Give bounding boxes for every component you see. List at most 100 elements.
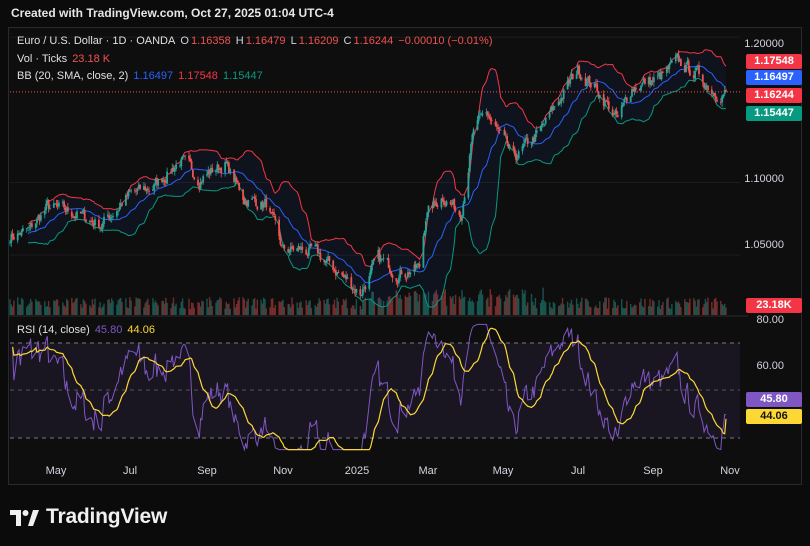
volume-bar xyxy=(488,306,490,315)
candle-body xyxy=(395,278,398,282)
candle-body xyxy=(551,106,554,111)
candlestick xyxy=(56,200,59,210)
volume-bar xyxy=(82,299,85,315)
volume-bar xyxy=(91,299,94,315)
rsi-legend[interactable]: RSI (14, close) 45.80 44.06 xyxy=(17,324,157,336)
volume-value: 23.18 K xyxy=(72,53,111,65)
candlestick xyxy=(255,194,257,207)
candlestick xyxy=(136,187,139,195)
candlestick xyxy=(18,230,20,236)
candle-body xyxy=(98,219,100,228)
candle-body xyxy=(47,200,50,209)
rsi-band-background xyxy=(10,343,740,438)
candlestick xyxy=(58,200,60,209)
candle-body xyxy=(426,212,429,221)
candle-body xyxy=(696,66,699,68)
last-price-badge: 1.16244 xyxy=(746,88,802,103)
candle-body xyxy=(216,164,219,171)
volume-bar xyxy=(707,297,709,315)
volume-bar xyxy=(184,308,186,315)
candle-body xyxy=(615,110,618,115)
candlestick xyxy=(588,74,591,88)
bollinger-legend[interactable]: BB (20, SMA, close, 2) 1.16497 1.17548 1… xyxy=(17,70,265,82)
candlestick xyxy=(632,86,635,92)
volume-bar xyxy=(463,296,466,315)
candle-body xyxy=(597,91,600,98)
candle-body xyxy=(81,212,83,214)
volume-bar xyxy=(171,303,173,315)
volume-bar xyxy=(29,298,32,315)
volume-bar xyxy=(514,297,516,315)
candle-body xyxy=(674,55,677,62)
candlestick xyxy=(479,109,481,119)
candlestick xyxy=(319,248,322,263)
candlestick xyxy=(480,112,483,117)
candlestick xyxy=(128,189,131,192)
candle-body xyxy=(633,87,636,92)
volume-bar xyxy=(364,297,367,315)
candle-body xyxy=(644,78,646,84)
chart-container[interactable] xyxy=(8,27,802,485)
volume-bar xyxy=(296,302,298,315)
volume-bar xyxy=(525,305,528,315)
candle-body xyxy=(725,90,727,92)
volume-bar xyxy=(129,297,131,315)
candle-body xyxy=(148,191,150,192)
candle-body xyxy=(190,160,193,170)
candlestick xyxy=(70,209,73,220)
volume-bar xyxy=(550,307,552,315)
candle-body xyxy=(117,210,120,212)
candle-body xyxy=(577,65,579,74)
candle-body xyxy=(524,139,526,144)
volume-bar xyxy=(163,303,166,315)
volume-bar xyxy=(418,294,421,315)
volume-bar xyxy=(193,307,195,315)
candle-body xyxy=(175,164,177,169)
candlestick xyxy=(396,279,399,288)
candlestick xyxy=(578,64,581,79)
volume-bar xyxy=(686,302,689,315)
candle-body xyxy=(76,211,78,219)
volume-bar xyxy=(684,299,686,315)
tradingview-brand[interactable]: TradingView xyxy=(10,505,167,529)
candle-body xyxy=(211,167,214,173)
volume-bar xyxy=(73,301,76,315)
candlestick xyxy=(606,96,609,105)
volume-bar xyxy=(722,305,725,315)
candlestick xyxy=(669,57,672,65)
volume-bar xyxy=(706,302,708,315)
volume-legend[interactable]: Vol · Ticks 23.18 K xyxy=(17,53,112,65)
candlestick xyxy=(651,76,654,86)
volume-bar xyxy=(225,301,227,315)
candlestick xyxy=(587,76,590,86)
candlestick xyxy=(229,167,232,175)
symbol-legend[interactable]: Euro / U.S. Dollar · 1D · OANDA O 1.16358… xyxy=(17,35,494,47)
volume-bar xyxy=(174,306,176,315)
volume-bar xyxy=(449,296,452,315)
candlestick xyxy=(535,125,538,138)
candlestick xyxy=(172,164,175,172)
volume-bar xyxy=(305,300,307,315)
volume-bar xyxy=(685,301,687,315)
candlestick xyxy=(522,139,525,149)
candle-body xyxy=(49,208,51,209)
candle-body xyxy=(161,178,163,182)
candlestick xyxy=(247,199,250,208)
volume-bar xyxy=(373,301,376,315)
candlestick xyxy=(94,216,96,230)
candlestick xyxy=(498,126,501,134)
volume-bar xyxy=(197,302,199,315)
candlestick xyxy=(252,196,255,198)
time-tick-label: Nov xyxy=(720,465,740,477)
volume-bar xyxy=(72,303,74,315)
candle-body xyxy=(107,214,109,217)
candle-body xyxy=(350,277,353,289)
volume-bar xyxy=(344,300,346,315)
candlestick xyxy=(72,213,74,219)
candle-body xyxy=(471,134,474,145)
candlestick xyxy=(647,76,650,87)
volume-bar xyxy=(524,290,526,315)
candle-body xyxy=(561,98,564,99)
candlestick xyxy=(413,261,416,276)
